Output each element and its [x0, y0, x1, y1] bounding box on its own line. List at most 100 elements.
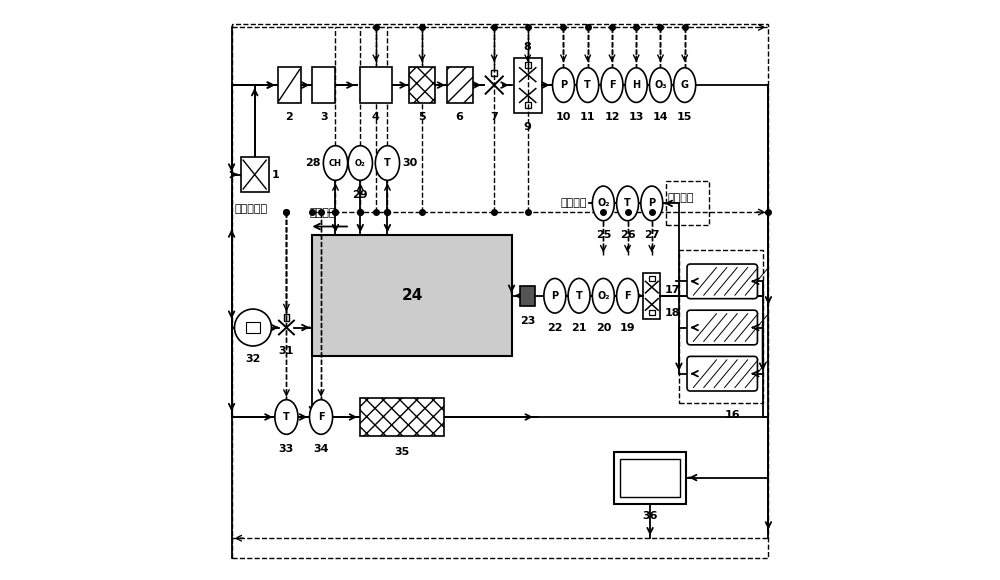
- Text: 9: 9: [524, 122, 532, 132]
- Ellipse shape: [641, 186, 663, 221]
- Text: F: F: [624, 291, 631, 301]
- Text: 10: 10: [556, 112, 571, 122]
- Ellipse shape: [592, 186, 614, 221]
- Text: 26: 26: [620, 230, 635, 240]
- Text: 4: 4: [372, 113, 380, 122]
- Bar: [447, 67, 473, 103]
- Bar: [643, 273, 660, 319]
- Text: 17: 17: [664, 285, 680, 295]
- Text: P: P: [560, 80, 567, 90]
- Text: T: T: [584, 80, 591, 90]
- Text: 排至机外: 排至机外: [560, 198, 587, 208]
- Text: 13: 13: [629, 112, 644, 122]
- Ellipse shape: [650, 68, 671, 103]
- Circle shape: [234, 309, 271, 346]
- Text: 5: 5: [418, 113, 426, 122]
- Ellipse shape: [592, 278, 614, 313]
- Bar: [360, 67, 392, 103]
- Text: 7: 7: [490, 113, 498, 122]
- Text: T: T: [576, 291, 582, 301]
- Ellipse shape: [348, 146, 372, 180]
- Bar: [649, 276, 655, 281]
- Text: 6: 6: [456, 113, 464, 122]
- FancyBboxPatch shape: [687, 310, 757, 345]
- Bar: [525, 103, 531, 108]
- Text: CH: CH: [329, 158, 342, 168]
- Text: 排至机外: 排至机外: [310, 208, 336, 218]
- Text: 24: 24: [401, 288, 423, 303]
- Text: 发动机引气: 发动机引气: [234, 204, 268, 214]
- Text: 16: 16: [725, 410, 740, 420]
- Bar: [679, 249, 763, 403]
- Text: 富氧气体: 富氧气体: [667, 193, 694, 202]
- Ellipse shape: [617, 278, 639, 313]
- Text: H: H: [632, 80, 640, 90]
- Text: 21: 21: [571, 322, 587, 332]
- Bar: [666, 182, 709, 226]
- Text: 35: 35: [394, 447, 409, 457]
- Text: F: F: [318, 412, 324, 422]
- Text: 22: 22: [547, 322, 563, 332]
- Text: 3: 3: [320, 113, 328, 122]
- Bar: [409, 67, 435, 103]
- Text: 30: 30: [402, 158, 418, 168]
- Bar: [278, 67, 301, 103]
- Text: 31: 31: [279, 346, 294, 356]
- Text: 1: 1: [272, 169, 279, 180]
- Text: 14: 14: [653, 112, 668, 122]
- Bar: [312, 235, 512, 356]
- Bar: [614, 452, 686, 503]
- Bar: [649, 310, 655, 316]
- Ellipse shape: [544, 278, 566, 313]
- Text: P: P: [648, 198, 655, 208]
- Text: 15: 15: [677, 112, 692, 122]
- Text: T: T: [624, 198, 631, 208]
- Text: 11: 11: [580, 112, 595, 122]
- Text: O₂: O₂: [355, 158, 366, 168]
- Ellipse shape: [625, 68, 647, 103]
- Bar: [520, 286, 535, 306]
- Bar: [360, 398, 444, 436]
- Bar: [284, 314, 289, 321]
- Text: O₃: O₃: [654, 80, 667, 90]
- Text: 32: 32: [245, 354, 261, 364]
- Ellipse shape: [674, 68, 696, 103]
- Ellipse shape: [275, 400, 298, 434]
- Ellipse shape: [310, 400, 333, 434]
- Text: O₂: O₂: [597, 198, 610, 208]
- Ellipse shape: [568, 278, 590, 313]
- Text: 2: 2: [285, 113, 293, 122]
- Text: 23: 23: [520, 316, 535, 325]
- Text: T: T: [283, 412, 290, 422]
- Ellipse shape: [577, 68, 599, 103]
- Bar: [312, 67, 335, 103]
- Text: 29: 29: [352, 190, 368, 200]
- Text: 27: 27: [644, 230, 660, 240]
- Text: G: G: [681, 80, 689, 90]
- FancyBboxPatch shape: [687, 356, 757, 391]
- Text: 36: 36: [642, 512, 658, 521]
- Text: 28: 28: [305, 158, 321, 168]
- Text: T: T: [384, 158, 391, 168]
- Bar: [246, 322, 260, 334]
- Bar: [514, 57, 542, 113]
- Text: 25: 25: [596, 230, 611, 240]
- Text: O₂: O₂: [597, 291, 610, 301]
- Text: P: P: [551, 291, 558, 301]
- Bar: [241, 157, 269, 193]
- Text: 8: 8: [524, 42, 532, 52]
- FancyBboxPatch shape: [687, 264, 757, 299]
- Ellipse shape: [601, 68, 623, 103]
- Ellipse shape: [323, 146, 348, 180]
- Bar: [491, 70, 497, 77]
- Text: 18: 18: [664, 308, 680, 318]
- Text: 34: 34: [313, 444, 329, 454]
- Ellipse shape: [617, 186, 639, 221]
- Text: 19: 19: [620, 322, 635, 332]
- Text: 20: 20: [596, 322, 611, 332]
- Bar: [620, 459, 680, 496]
- Text: F: F: [609, 80, 615, 90]
- Text: 33: 33: [279, 444, 294, 454]
- Ellipse shape: [553, 68, 574, 103]
- Text: 12: 12: [604, 112, 620, 122]
